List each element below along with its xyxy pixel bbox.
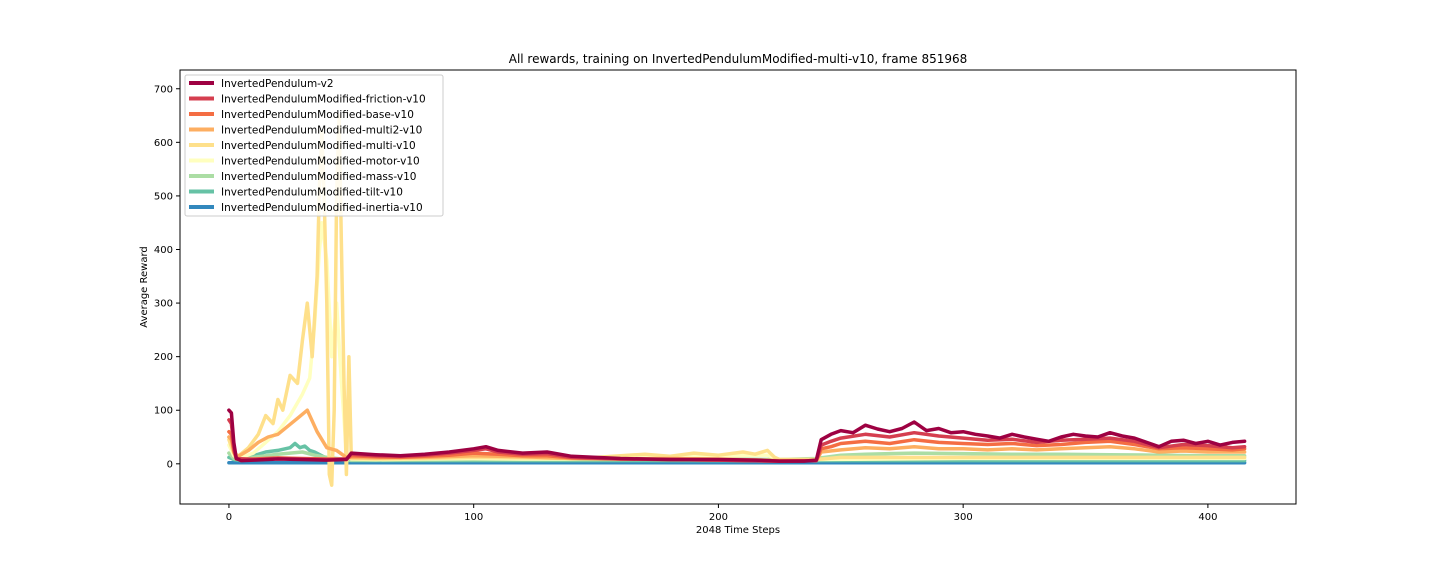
series-line-4 xyxy=(227,113,1247,487)
legend-label-2: InvertedPendulumModified-base-v10 xyxy=(221,109,414,121)
legend-label-1: InvertedPendulumModified-friction-v10 xyxy=(221,94,426,106)
x-tick-label-0: 0 xyxy=(226,512,232,523)
legend-label-6: InvertedPendulumModified-mass-v10 xyxy=(221,171,416,183)
series-layer xyxy=(227,113,1247,487)
x-tick-label-2: 200 xyxy=(709,512,728,523)
legend-label-3: InvertedPendulumModified-multi2-v10 xyxy=(221,125,422,137)
y-tick-label-6: 600 xyxy=(154,138,173,149)
x-tick-label-3: 300 xyxy=(954,512,973,523)
y-tick-label-2: 200 xyxy=(154,352,173,363)
x-tick-label-1: 100 xyxy=(464,512,483,523)
y-tick-label-4: 400 xyxy=(154,245,173,256)
y-tick-label-7: 700 xyxy=(154,84,173,95)
series-line-0 xyxy=(227,408,1247,463)
plot-border xyxy=(179,69,1297,505)
x-axis-label: 2048 Time Steps xyxy=(696,525,780,536)
y-tick-label-5: 500 xyxy=(154,191,173,202)
legend-label-7: InvertedPendulumModified-tilt-v10 xyxy=(221,187,403,199)
y-tick-label-0: 0 xyxy=(167,459,173,470)
legend: InvertedPendulum-v2 InvertedPendulumModif… xyxy=(184,74,444,217)
x-tick-label-4: 400 xyxy=(1198,512,1217,523)
legend-label-0: InvertedPendulum-v2 xyxy=(221,78,334,90)
legend-label-5: InvertedPendulumModified-motor-v10 xyxy=(221,156,420,168)
x-axis: 0 100 200 300 400 xyxy=(226,504,1217,523)
legend-label-8: InvertedPendulumModified-inertia-v10 xyxy=(221,202,423,214)
y-tick-label-3: 300 xyxy=(154,299,173,310)
legend-box xyxy=(184,74,444,217)
legend-label-4: InvertedPendulumModified-multi-v10 xyxy=(221,140,416,152)
y-axis: 0 100 200 300 400 500 600 700 xyxy=(154,84,180,470)
y-axis-label: Average Reward xyxy=(139,246,150,327)
chart-title: All rewards, training on InvertedPendulu… xyxy=(509,52,968,66)
y-tick-label-1: 100 xyxy=(154,406,173,417)
